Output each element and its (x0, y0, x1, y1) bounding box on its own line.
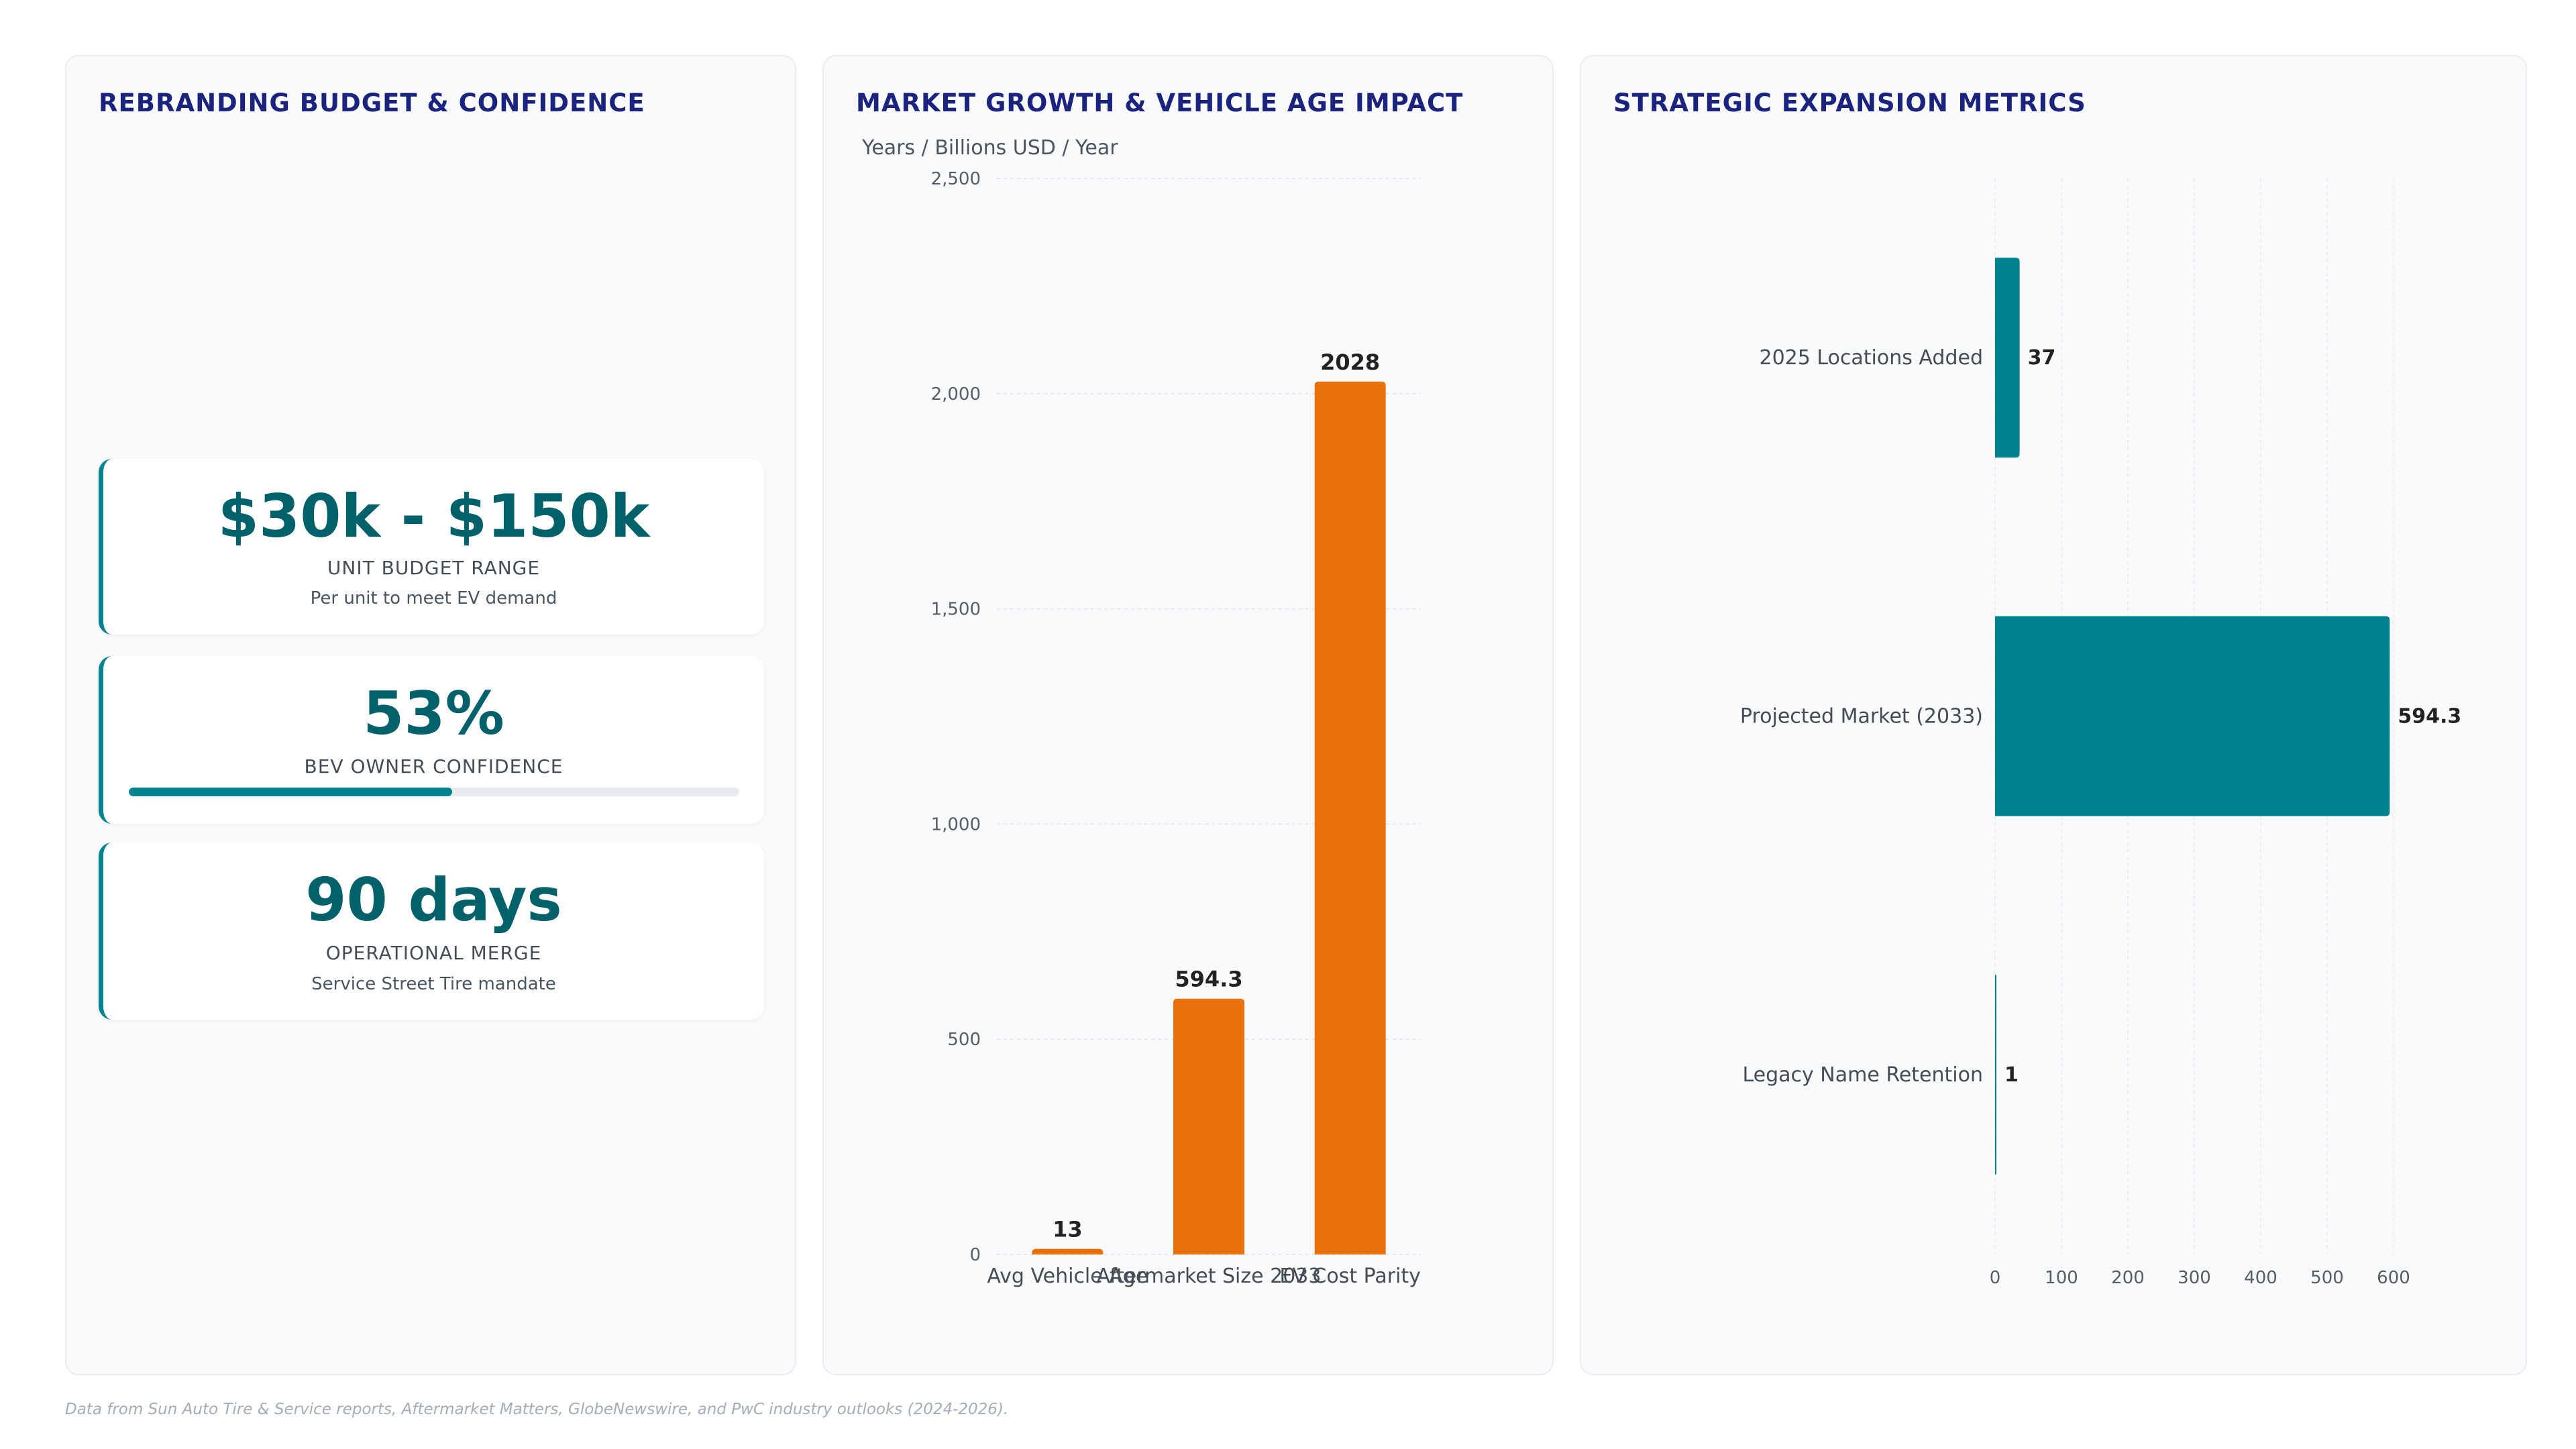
budget-confidence-panel: REBRANDING BUDGET & CONFIDENCE $30k - $1… (65, 55, 796, 1375)
source-footnote: Data from Sun Auto Tire & Service report… (65, 1401, 1009, 1418)
bar (1173, 998, 1244, 1254)
kpi-label: OPERATIONAL MERGE (325, 942, 542, 964)
kpi-subtext: Service Street Tire mandate (311, 974, 556, 994)
data-label: 594.3 (2398, 705, 2461, 729)
data-label: 13 (1053, 1217, 1083, 1242)
x-tick-label: 500 (2310, 1268, 2344, 1288)
unit-budget-card: $30k - $150k UNIT BUDGET RANGE Per unit … (99, 459, 764, 635)
y-tick-label: 500 (947, 1030, 981, 1050)
kpi-value: $30k - $150k (217, 482, 650, 551)
kpi-subtext: Per unit to meet EV demand (310, 588, 557, 608)
y-tick-label: Legacy Name Retention (1742, 1063, 1983, 1087)
bar (1995, 258, 2020, 458)
y-tick-label: 0 (969, 1245, 981, 1265)
confidence-progress-bar (129, 788, 739, 796)
y-tick-label: 2,000 (931, 384, 981, 405)
y-tick-label: 2025 Locations Added (1759, 346, 1983, 370)
y-tick-label: 2,500 (931, 169, 981, 189)
x-tick-label: Avg Vehicle Age (987, 1265, 1148, 1288)
kpi-value: 53% (363, 679, 504, 748)
x-tick-label: 300 (2178, 1268, 2211, 1288)
operational-merge-card: 90 days OPERATIONAL MERGE Service Street… (99, 843, 764, 1020)
y-axis-label: Years / Billions USD / Year (861, 136, 1118, 160)
x-tick-label: 0 (1990, 1268, 2001, 1288)
x-tick-label: 400 (2244, 1268, 2277, 1288)
x-tick-label: 600 (2377, 1268, 2410, 1288)
y-tick-label: Projected Market (2033) (1740, 705, 1983, 729)
bar (1995, 974, 1996, 1175)
x-tick-label: EV Cost Parity (1279, 1265, 1421, 1288)
confidence-progress-fill (129, 788, 453, 796)
x-tick-label: 200 (2111, 1268, 2145, 1288)
bev-confidence-card: 53% BEV OWNER CONFIDENCE (99, 656, 764, 824)
y-tick-label: 1,000 (931, 814, 981, 835)
data-label: 1 (2004, 1063, 2019, 1087)
data-label: 2028 (1320, 350, 1380, 375)
kpi-value: 90 days (305, 865, 562, 934)
market-growth-panel: MARKET GROWTH & VEHICLE AGE IMPACT Years… (822, 55, 1554, 1375)
bar (1314, 381, 1386, 1254)
panel-title: REBRANDING BUDGET & CONFIDENCE (99, 89, 645, 117)
data-label: 594.3 (1175, 967, 1242, 992)
bar (1032, 1248, 1104, 1254)
panel-title: MARKET GROWTH & VEHICLE AGE IMPACT (856, 89, 1464, 117)
data-label: 37 (2028, 346, 2056, 370)
x-tick-label: Aftermarket Size 2033 (1097, 1265, 1322, 1288)
y-tick-label: 1,500 (931, 600, 981, 620)
x-tick-label: 100 (2045, 1268, 2078, 1288)
strategic-expansion-panel: STRATEGIC EXPANSION METRICS 0 100 200 300 40… (1580, 55, 2527, 1375)
panel-title: STRATEGIC EXPANSION METRICS (1613, 89, 2086, 117)
bar (1995, 616, 2390, 816)
kpi-label: UNIT BUDGET RANGE (327, 557, 541, 579)
market-growth-bar-chart: Years / Billions USD / Year 0 500 1,000 1,50… (861, 136, 1421, 1288)
kpi-label: BEV OWNER CONFIDENCE (304, 755, 564, 777)
expansion-metrics-bar-chart: 0 100 200 300 400 500 600 2025 Locations Added 3… (1740, 178, 2461, 1288)
